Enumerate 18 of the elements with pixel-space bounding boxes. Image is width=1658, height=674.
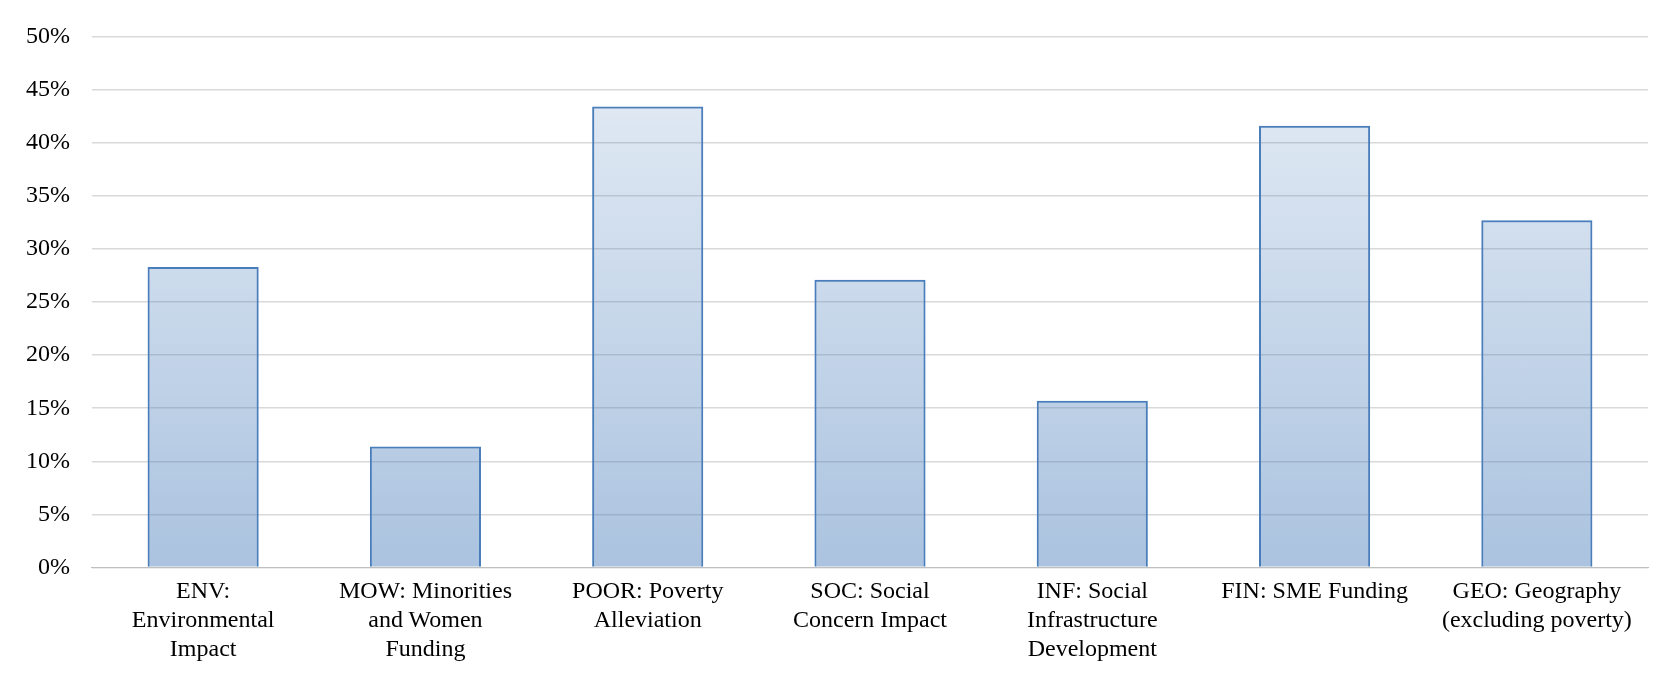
x-tick-label: FIN: SME Funding [1221, 577, 1408, 604]
y-tick-label: 45% [25, 74, 70, 101]
y-tick-label: 40% [25, 127, 70, 154]
y-tick-label: 35% [25, 181, 70, 208]
y-tick-label: 5% [37, 499, 70, 526]
y-tick-label: 30% [25, 234, 70, 261]
x-tick-label: ENV: Environmental Impact [131, 577, 275, 661]
y-tick-label: 0% [37, 552, 70, 579]
x-tick-label: MOW: Minorities and Women Funding [338, 577, 512, 661]
y-tick-label: 10% [25, 446, 70, 473]
x-tick-label: SOC: Social Concern Impact [793, 577, 948, 633]
x-tick-label: POOR: Poverty Alleviation [572, 577, 724, 633]
y-tick-label: 50% [25, 21, 70, 48]
x-tick-label: INF: Social Infrastructure Development [1026, 577, 1158, 661]
y-tick-label: 20% [25, 340, 70, 367]
x-tick-label: GEO: Geography (excluding poverty) [1441, 577, 1632, 633]
y-tick-label: 25% [25, 287, 70, 314]
y-tick-label: 15% [25, 393, 70, 420]
